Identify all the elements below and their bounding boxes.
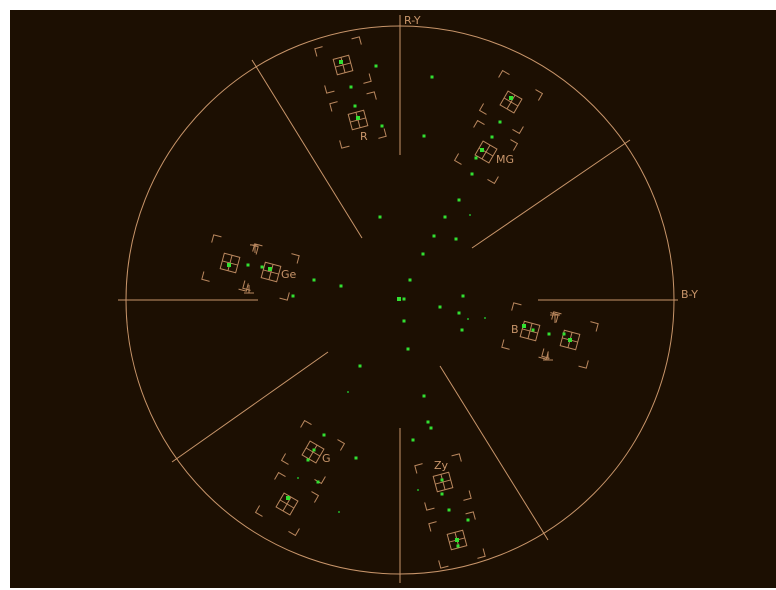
trace-dot xyxy=(349,85,353,89)
trace-dot xyxy=(227,263,231,267)
trace-dot xyxy=(402,319,406,323)
trace-dot xyxy=(374,64,378,68)
trace-dot xyxy=(432,234,436,238)
trace-dot xyxy=(457,311,461,315)
trace-dot xyxy=(358,364,362,368)
trace-dot xyxy=(312,278,316,282)
trace-dot xyxy=(456,544,460,548)
trace-dot xyxy=(460,328,464,332)
trace-dot xyxy=(461,294,465,298)
trace-dot xyxy=(480,148,484,152)
trace-dot xyxy=(440,478,444,482)
trace-dot xyxy=(339,60,343,64)
trace-dot xyxy=(457,198,461,202)
trace-dot xyxy=(547,332,551,336)
sector-line-3 xyxy=(171,351,329,463)
trace-dot xyxy=(470,172,474,176)
trace-dot xyxy=(484,317,486,319)
trace-dot xyxy=(339,284,343,288)
trace-dot xyxy=(397,297,401,301)
trace-dot xyxy=(402,297,406,301)
trace-dot xyxy=(467,318,469,320)
target-label-blue: B xyxy=(511,323,519,336)
trace-dot xyxy=(562,332,566,336)
trace-dot xyxy=(306,458,310,462)
target-label-green: G xyxy=(322,452,331,465)
target-yellow xyxy=(201,234,300,301)
trace-dot xyxy=(531,328,535,332)
trace-dot xyxy=(440,492,444,496)
trace-dot xyxy=(474,156,478,160)
trace-dot xyxy=(354,456,358,460)
target-magenta xyxy=(453,69,544,185)
trace-dot xyxy=(438,305,442,309)
trace-dot xyxy=(469,214,471,216)
target-label-red: R xyxy=(360,130,368,143)
trace-dot xyxy=(353,104,357,108)
trace-dot xyxy=(408,278,412,282)
trace-dot xyxy=(312,448,316,452)
trace-dot xyxy=(422,394,426,398)
trace-dot xyxy=(356,116,360,120)
trace-dot xyxy=(421,252,425,256)
trace-dot xyxy=(411,438,415,442)
trace-dot xyxy=(417,489,419,491)
target-label-yellow: Ge xyxy=(281,268,297,281)
trace-dot xyxy=(568,338,572,342)
trace-dot xyxy=(430,75,434,79)
trace-dot xyxy=(490,135,494,139)
vectorscope-trace xyxy=(227,60,572,548)
trace-dot xyxy=(422,134,426,138)
trace-dot xyxy=(291,294,295,298)
trace-dot xyxy=(406,347,410,351)
trace-dot xyxy=(268,267,272,271)
axis-label-r-y: R-Y xyxy=(404,14,421,27)
trace-dot xyxy=(297,477,299,479)
axis-label-b-y: B-Y xyxy=(681,288,698,301)
trace-dot xyxy=(522,324,526,328)
target-green xyxy=(254,419,346,537)
sector-line-1 xyxy=(251,59,363,239)
trace-dot xyxy=(260,265,264,269)
trace-dot xyxy=(286,496,290,500)
trace-dot xyxy=(509,96,513,100)
trace-dot xyxy=(246,263,250,267)
target-cyan xyxy=(414,453,486,569)
target-label-cyan: Zy xyxy=(434,459,449,472)
vectorscope-display: R-Y B-Y R xyxy=(10,10,776,588)
trace-dot xyxy=(454,237,458,241)
sector-line-2 xyxy=(471,139,631,249)
trace-dot xyxy=(429,426,433,430)
sector-line-4 xyxy=(439,365,549,541)
trace-dot xyxy=(347,391,349,393)
trace-dot xyxy=(426,420,430,424)
trace-dot xyxy=(466,518,470,522)
vectorscope-graticule: R-Y B-Y R xyxy=(118,14,698,583)
trace-dot xyxy=(455,538,459,542)
trace-dot xyxy=(498,120,502,124)
trace-dot xyxy=(316,480,320,484)
target-red xyxy=(314,36,387,149)
trace-dot xyxy=(338,511,340,513)
trace-dot xyxy=(378,215,382,219)
trace-dot xyxy=(380,124,384,128)
target-label-magenta: MG xyxy=(496,153,514,166)
trace-dot xyxy=(322,433,326,437)
trace-dot xyxy=(443,215,447,219)
trace-dot xyxy=(447,508,451,512)
